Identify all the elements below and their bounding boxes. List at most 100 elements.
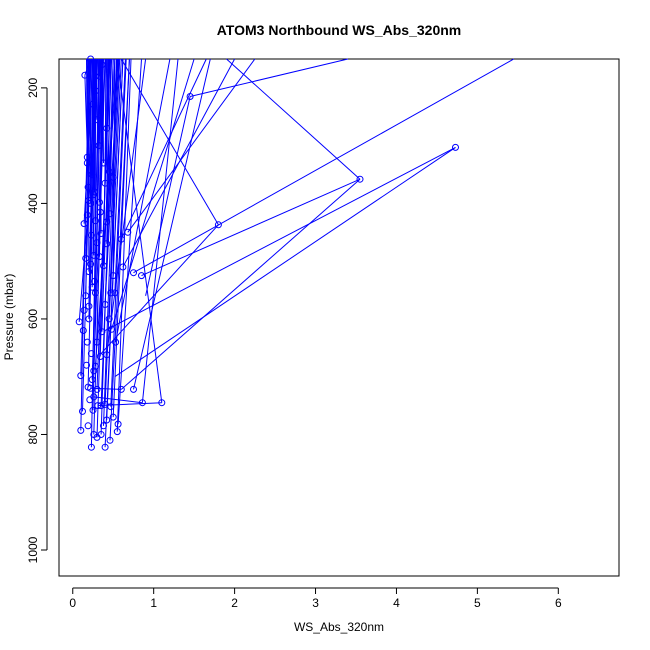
data-line xyxy=(127,58,256,233)
data-line xyxy=(106,58,111,129)
data-point xyxy=(109,413,117,421)
data-point xyxy=(94,402,102,410)
data-point xyxy=(103,351,111,359)
data-point xyxy=(84,383,92,391)
data-line xyxy=(106,58,147,355)
data-line xyxy=(109,58,130,441)
data-points xyxy=(75,55,459,451)
data-point xyxy=(88,171,96,178)
data-point xyxy=(75,318,83,326)
data-line xyxy=(99,58,104,213)
data-point xyxy=(77,372,85,380)
data-point xyxy=(85,268,93,276)
data-point xyxy=(96,353,104,360)
data-point xyxy=(452,143,459,151)
data-point xyxy=(96,72,103,80)
data-point xyxy=(107,403,115,411)
data-point xyxy=(85,315,93,323)
data-point xyxy=(103,240,111,248)
data-line xyxy=(120,58,207,240)
data-point xyxy=(103,124,111,132)
data-point xyxy=(97,230,105,237)
data-point xyxy=(109,272,117,280)
data-point xyxy=(83,159,91,167)
data-line xyxy=(99,58,102,234)
data-point xyxy=(98,61,106,69)
data-point xyxy=(93,338,101,346)
data-line xyxy=(110,58,127,407)
data-line xyxy=(120,178,361,390)
data-point xyxy=(87,231,95,239)
data-point xyxy=(96,208,104,216)
data-point xyxy=(90,393,98,401)
data-point xyxy=(81,71,89,79)
data-line xyxy=(104,58,124,448)
data-point xyxy=(87,199,95,207)
data-point xyxy=(103,416,111,424)
data-line xyxy=(104,58,107,184)
data-point xyxy=(93,239,101,247)
data-point xyxy=(106,436,114,444)
chart-title: ATOM3 Northbound WS_Abs_320nm xyxy=(217,22,462,38)
data-point xyxy=(87,443,95,451)
data-point xyxy=(87,55,95,63)
data-point xyxy=(89,100,97,108)
data-point xyxy=(85,302,93,310)
data-point xyxy=(107,289,115,297)
data-line xyxy=(107,58,110,172)
data-line xyxy=(189,58,349,97)
data-point xyxy=(80,220,88,228)
y-tick-label: 1000 xyxy=(26,536,40,563)
data-point xyxy=(79,407,86,415)
data-point xyxy=(356,175,364,183)
data-point xyxy=(90,251,98,259)
data-point xyxy=(130,385,137,393)
data-point xyxy=(101,179,109,187)
data-line xyxy=(100,58,116,406)
y-tick-label: 200 xyxy=(26,78,40,98)
data-point xyxy=(93,116,101,124)
data-point xyxy=(117,385,125,393)
data-point xyxy=(95,142,103,150)
data-point xyxy=(89,406,97,414)
data-point xyxy=(83,211,91,219)
data-point xyxy=(112,338,120,346)
data-line xyxy=(116,58,163,403)
data-line xyxy=(120,58,219,226)
data-point xyxy=(111,289,119,297)
data-line xyxy=(111,58,195,330)
data-point xyxy=(100,159,107,167)
x-tick-label: 5 xyxy=(474,596,481,610)
data-point xyxy=(105,168,113,176)
data-point xyxy=(83,338,91,346)
data-point xyxy=(108,325,116,333)
data-point xyxy=(119,263,127,271)
data-point xyxy=(91,277,99,285)
data-point xyxy=(90,367,98,375)
data-point xyxy=(109,173,117,181)
data-line xyxy=(115,58,171,343)
data-point xyxy=(101,443,109,451)
data-point xyxy=(138,399,146,407)
data-point xyxy=(77,426,85,434)
data-point xyxy=(124,228,132,236)
data-line xyxy=(106,58,109,222)
data-point xyxy=(113,428,121,436)
data-point xyxy=(91,289,99,297)
y-axis-label: Pressure (mbar) xyxy=(2,274,16,361)
data-point xyxy=(101,400,109,408)
data-point xyxy=(214,221,222,229)
data-point xyxy=(80,306,88,314)
x-axis-label: WS_Abs_320nm xyxy=(294,620,384,634)
data-point xyxy=(97,431,105,438)
data-point xyxy=(130,269,137,277)
data-point xyxy=(96,198,103,206)
x-axis: 0 1 2 3 4 5 6 xyxy=(69,587,562,610)
x-tick-label: 2 xyxy=(231,596,238,610)
data-point xyxy=(91,217,99,225)
data-point xyxy=(91,362,99,370)
data-point xyxy=(101,301,109,308)
y-tick-label: 800 xyxy=(26,424,40,444)
data-line xyxy=(86,58,88,164)
data-point xyxy=(84,422,92,430)
